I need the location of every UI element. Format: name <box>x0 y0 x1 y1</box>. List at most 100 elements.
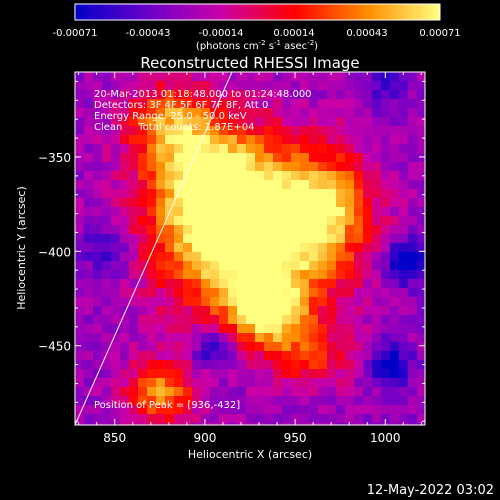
heatmap-cell <box>273 414 283 424</box>
heatmap-cell <box>372 270 382 280</box>
heatmap-cell <box>390 324 400 334</box>
heatmap-cell <box>111 423 121 425</box>
heatmap-cell <box>228 333 238 343</box>
heatmap-cell <box>255 153 265 163</box>
heatmap-cell <box>327 270 337 280</box>
heatmap-cell <box>165 108 175 118</box>
heatmap-cell <box>219 252 229 262</box>
heatmap-cell <box>345 135 355 145</box>
heatmap-cell <box>408 306 418 316</box>
heatmap-cell <box>228 189 238 199</box>
heatmap-cell <box>93 360 103 370</box>
heatmap-cell <box>372 171 382 181</box>
heatmap-cell <box>399 342 409 352</box>
heatmap-cell <box>138 288 148 298</box>
heatmap-cell <box>381 189 391 199</box>
heatmap-cell <box>183 252 193 262</box>
heatmap-cell <box>237 234 247 244</box>
heatmap-cell <box>192 198 202 208</box>
heatmap-cell <box>327 387 337 397</box>
heatmap-cell <box>399 171 409 181</box>
heatmap-cell <box>399 360 409 370</box>
heatmap-cell <box>246 288 256 298</box>
heatmap-cell <box>264 180 274 190</box>
heatmap-cell <box>291 333 301 343</box>
heatmap-cell <box>399 144 409 154</box>
heatmap-cell <box>354 180 364 190</box>
heatmap-cell <box>219 342 229 352</box>
heatmap-cell <box>363 405 373 415</box>
heatmap-cell <box>174 369 184 379</box>
heatmap-cell <box>75 90 85 100</box>
heatmap-cell <box>201 198 211 208</box>
heatmap-cell <box>228 135 238 145</box>
heatmap-cell <box>363 171 373 181</box>
heatmap-cell <box>354 315 364 325</box>
heatmap-cell <box>165 342 175 352</box>
heatmap-cell <box>345 81 355 91</box>
heatmap-cell <box>309 270 319 280</box>
heatmap-cell <box>291 216 301 226</box>
heatmap-cell <box>147 261 157 271</box>
heatmap-cell <box>309 414 319 424</box>
heatmap-cell <box>291 288 301 298</box>
heatmap-cell <box>372 423 382 425</box>
heatmap-cell <box>381 414 391 424</box>
heatmap-cell <box>327 180 337 190</box>
heatmap-cell <box>75 72 85 82</box>
heatmap-cell <box>228 360 238 370</box>
heatmap-cell <box>111 315 121 325</box>
heatmap-cell <box>84 342 94 352</box>
heatmap-cell <box>102 144 112 154</box>
heatmap-cell <box>120 117 130 127</box>
heatmap-cell <box>120 189 130 199</box>
heatmap-cell <box>273 216 283 226</box>
heatmap-cell <box>273 243 283 253</box>
heatmap-cell <box>210 243 220 253</box>
heatmap-cell <box>192 423 202 425</box>
heatmap-cell <box>210 234 220 244</box>
heatmap-cell <box>300 126 310 136</box>
heatmap-cell <box>372 180 382 190</box>
heatmap-cell <box>291 297 301 307</box>
heatmap-cell <box>93 333 103 343</box>
heatmap-cell <box>327 198 337 208</box>
heatmap-cell <box>192 99 202 109</box>
annotation-energy-range: Energy Range: 25.0 - 50.0 keV <box>94 111 247 122</box>
heatmap-cell <box>84 297 94 307</box>
heatmap-cell <box>309 216 319 226</box>
heatmap-cell <box>219 243 229 253</box>
heatmap-cell <box>201 234 211 244</box>
heatmap-cell <box>93 153 103 163</box>
heatmap-cell <box>174 342 184 352</box>
heatmap-cell <box>84 225 94 235</box>
heatmap-cell <box>102 243 112 253</box>
heatmap-cell <box>273 396 283 406</box>
heatmap-cell <box>183 171 193 181</box>
heatmap-cell <box>183 414 193 424</box>
heatmap-cell <box>156 324 166 334</box>
heatmap-cell <box>156 360 166 370</box>
heatmap-cell <box>345 270 355 280</box>
heatmap-cell <box>399 99 409 109</box>
heatmap-cell <box>282 189 292 199</box>
heatmap-cell <box>264 396 274 406</box>
heatmap-cell <box>111 405 121 415</box>
heatmap-cell <box>273 387 283 397</box>
heatmap-cell <box>156 198 166 208</box>
heatmap-cell <box>345 216 355 226</box>
heatmap-cell <box>264 315 274 325</box>
heatmap-cell <box>345 423 355 425</box>
heatmap-cell <box>111 234 121 244</box>
heatmap-cell <box>417 414 425 424</box>
heatmap-cell <box>75 405 85 415</box>
heatmap-cell <box>237 108 247 118</box>
heatmap-cell <box>390 261 400 271</box>
heatmap-cell <box>84 414 94 424</box>
heatmap-cell <box>291 144 301 154</box>
heatmap-cell <box>381 243 391 253</box>
heatmap-cell <box>165 81 175 91</box>
heatmap-cell <box>282 162 292 172</box>
heatmap-cell <box>111 171 121 181</box>
heatmap-cell <box>156 243 166 253</box>
